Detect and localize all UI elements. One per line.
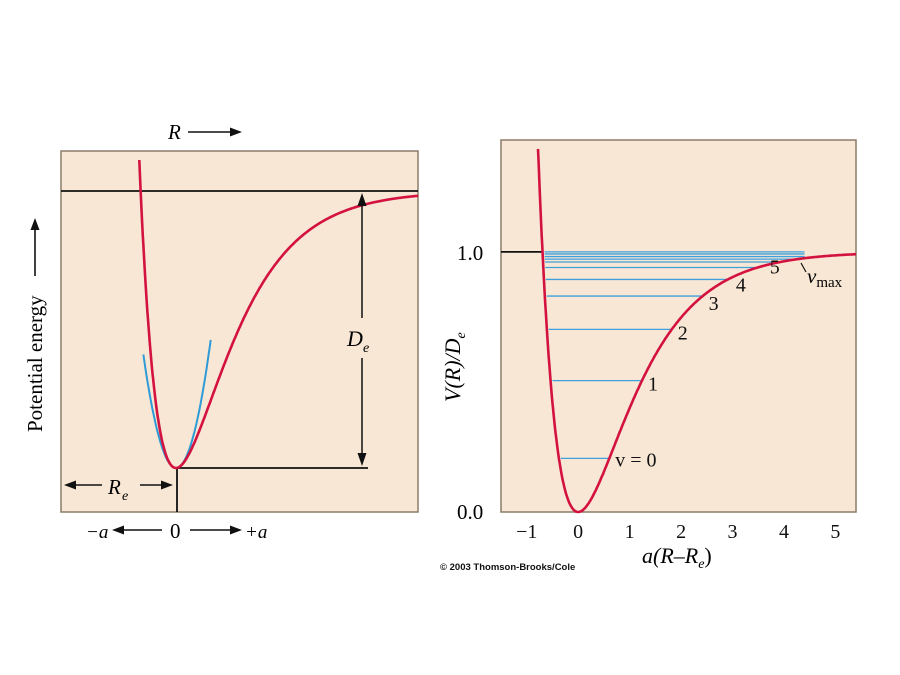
- morse-curve-normalized: [536, 148, 856, 514]
- level-label-0: v = 0: [615, 449, 656, 471]
- r-direction-arrow: [188, 127, 242, 137]
- morse-curve: [138, 159, 419, 470]
- y-tick-1.0: 1.0: [457, 241, 483, 265]
- arrow-up-icon: [30, 218, 40, 230]
- level-label-4: 4: [736, 274, 746, 296]
- de-label: D: [346, 326, 363, 351]
- vmax-pointer: [800, 262, 807, 273]
- level-label-3: 3: [709, 293, 719, 315]
- potential-energy-label: Potential energy: [23, 295, 47, 432]
- bottom-arrows: [112, 525, 242, 535]
- arrow-right-icon: [161, 480, 173, 490]
- level-label-1: 1: [648, 374, 658, 396]
- x-tick-3: 3: [728, 521, 738, 543]
- y-tick-0.0: 0.0: [457, 500, 483, 524]
- arrow-down-icon: [357, 453, 367, 466]
- y-axis-label-sub: e: [454, 332, 469, 338]
- level-label-5: 5: [770, 256, 780, 278]
- x-tick-4: 4: [779, 521, 789, 543]
- potential-energy-axis-label: Potential energy: [23, 218, 47, 432]
- right-plot-area: [500, 139, 857, 513]
- re-label-sub: e: [122, 489, 128, 504]
- x-axis-label-main: a(R–R: [642, 543, 699, 568]
- level-label-2: 2: [678, 322, 688, 344]
- copyright-text: © 2003 Thomson-Brooks/Cole: [440, 562, 575, 573]
- r-direction-label: R: [167, 120, 181, 144]
- minus-a-label: −a: [86, 522, 108, 543]
- y-axis-label-main: V(R)/D: [440, 338, 465, 402]
- x-tick-0: 0: [573, 521, 583, 543]
- arrow-left-icon: [64, 480, 76, 490]
- vmax-label: vmax: [807, 264, 843, 291]
- arrow-up-icon: [357, 193, 367, 206]
- x-axis-label: a(R–Re): [642, 543, 712, 572]
- vmax-label-sub: max: [816, 275, 842, 291]
- x-axis-label-close: ): [704, 543, 711, 568]
- re-label-gap: [104, 473, 138, 499]
- zero-label: 0: [170, 519, 181, 543]
- x-tick-2: 2: [676, 521, 686, 543]
- x-axis-label-sub: e: [698, 557, 704, 572]
- vmax-label-main: v: [807, 264, 817, 288]
- de-label-sub: e: [363, 341, 369, 356]
- y-axis-label-text: V(R)/De: [440, 332, 469, 402]
- y-axis-label: V(R)/De: [440, 332, 469, 402]
- x-tick-5: 5: [830, 521, 840, 543]
- x-tick-1: 1: [625, 521, 635, 543]
- re-label: R: [107, 475, 121, 499]
- plus-a-label: +a: [245, 522, 267, 543]
- de-label-gap: [345, 320, 379, 356]
- x-tick-−1: −1: [516, 521, 537, 543]
- left-panel: R Potential energy −a 0 +a D e R e: [23, 120, 419, 543]
